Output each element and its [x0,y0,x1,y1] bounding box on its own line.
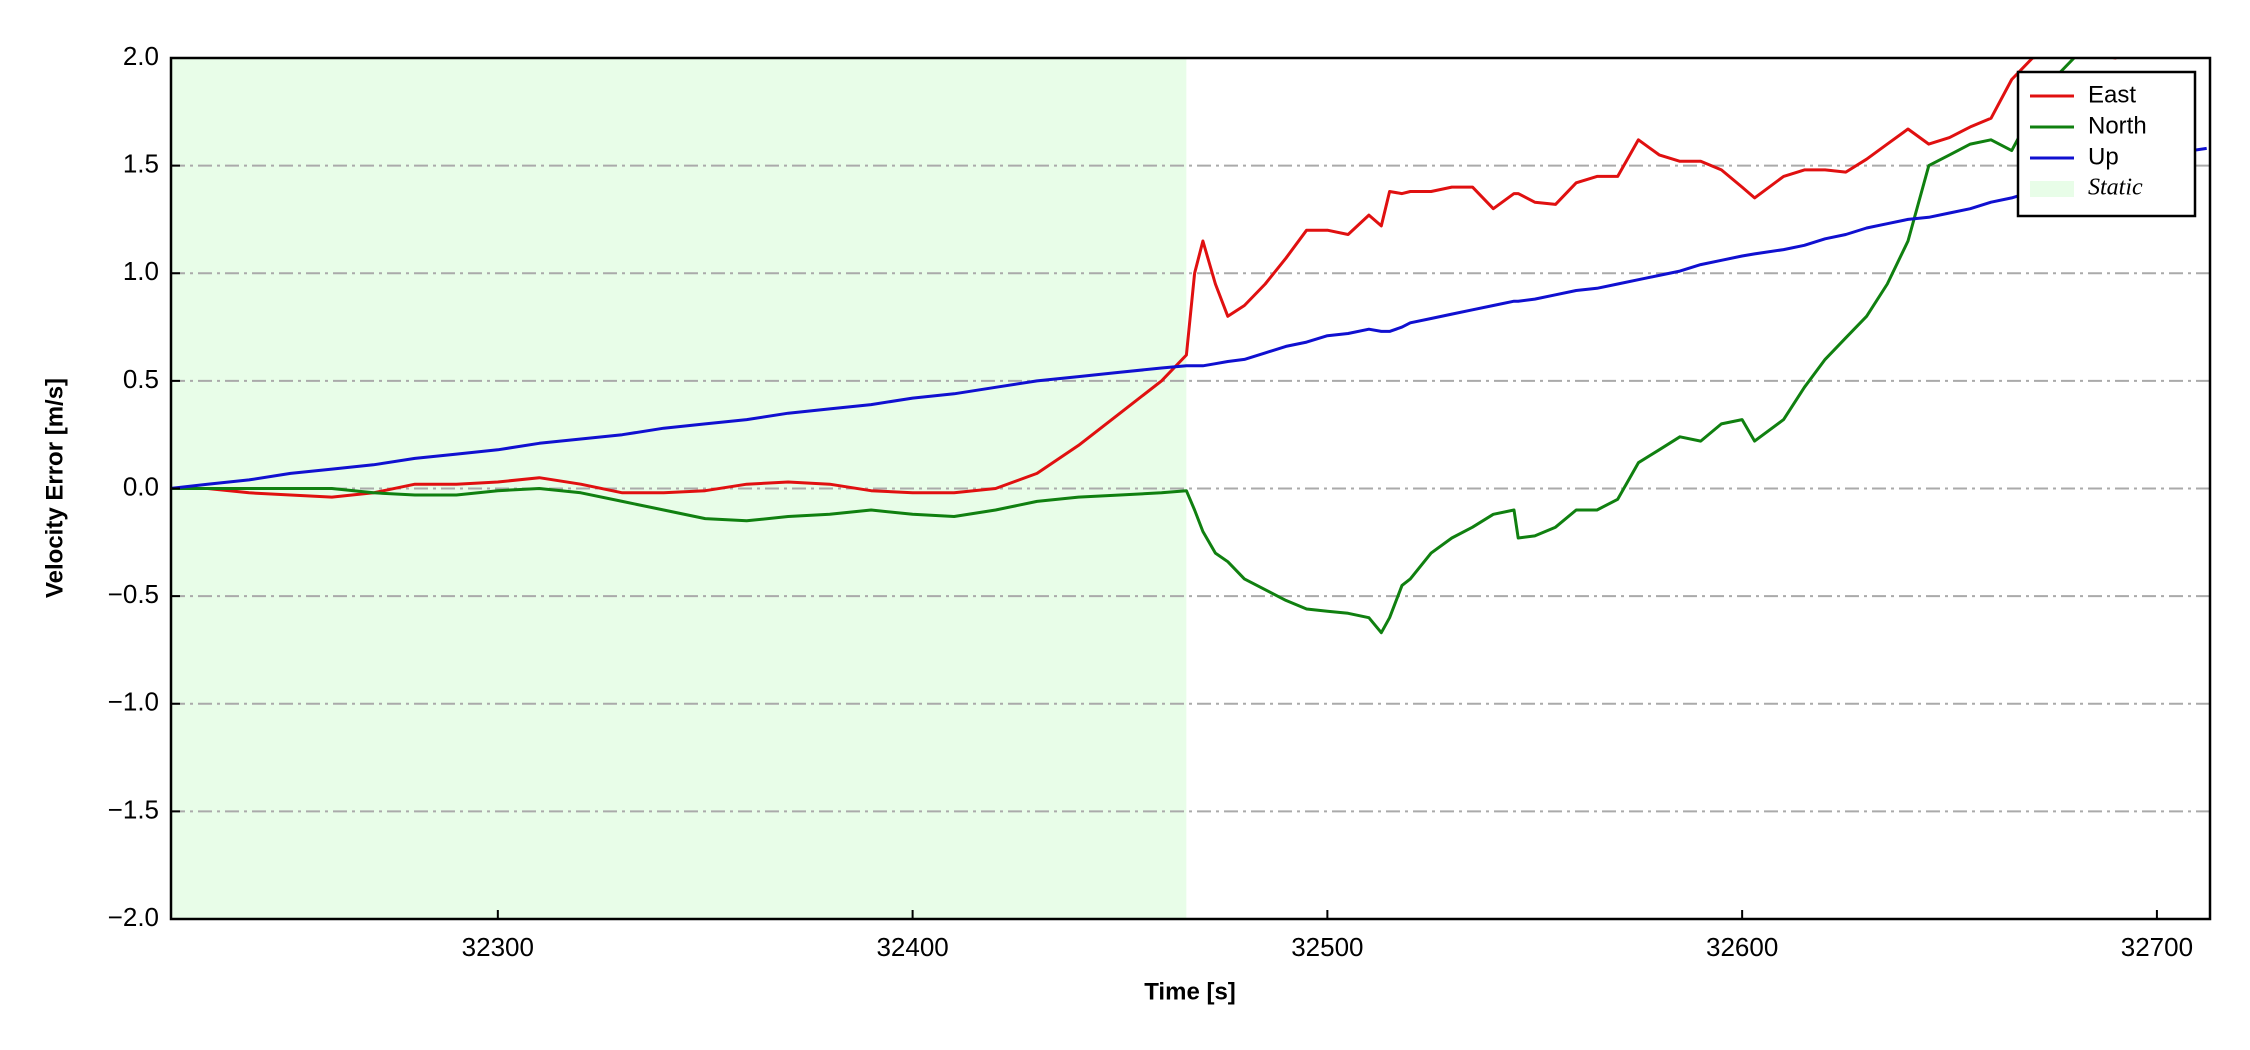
series-line [171,58,2077,635]
lines [171,58,2207,635]
legend-label: North [2088,112,2147,139]
legend: East North Up Static [2016,70,2197,218]
grid [171,164,2210,813]
legend-swatch [2030,181,2074,197]
series-line [171,146,2207,490]
y-tick-label: −1.0 [108,687,159,717]
legend-label: Static [2088,175,2143,201]
y-tick-label: 0.5 [123,364,159,394]
y-tick-label: 1.5 [123,149,159,179]
legend-label: Up [2088,143,2119,170]
x-tick-label: 32600 [1706,932,1778,962]
x-tick-label: 32400 [876,932,948,962]
y-tick-label: −2.0 [108,902,159,932]
x-axis-title: Time [s] [1144,978,1236,1005]
x-tick-label: 32300 [462,932,534,962]
y-tick-label: −1.5 [108,794,159,824]
y-tick-label: 1.0 [123,256,159,286]
legend-label: East [2088,81,2136,108]
y-tick-label: 0.0 [123,471,159,501]
ticks: −2.0 −1.5 −1.0 −0.5 0.0 0.5 1.0 1.5 2.0 32300 3240… [108,41,2193,962]
y-axis-title: Velocity Error [m/s] [41,378,68,598]
y-tick-label: 2.0 [123,41,159,71]
x-tick-label: 32500 [1291,932,1363,962]
y-tick-label: −0.5 [108,579,159,609]
series-line [171,58,2119,499]
x-tick-label: 32700 [2121,932,2193,962]
